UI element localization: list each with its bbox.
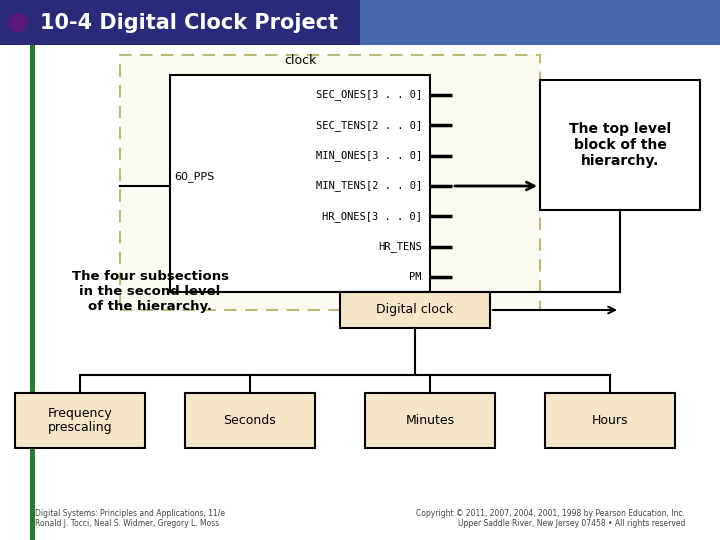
Bar [170,75,430,292]
Bar [0,0,360,45]
Bar [15,393,145,448]
Text: SEC_TENS[2 . . 0]: SEC_TENS[2 . . 0] [316,120,422,131]
Text: HR_ONES[3 . . 0]: HR_ONES[3 . . 0] [322,211,422,222]
Text: The four subsections
in the second level
of the hierarchy.: The four subsections in the second level… [71,270,228,313]
Text: Digital Systems: Principles and Applications, 11/e
Ronald J. Tocci, Neal S. Widm: Digital Systems: Principles and Applicat… [35,509,225,528]
Bar [540,80,700,210]
Text: Hours: Hours [592,414,629,427]
Text: MIN_TENS[2 . . 0]: MIN_TENS[2 . . 0] [316,180,422,192]
Text: MIN_ONES[3 . . 0]: MIN_ONES[3 . . 0] [316,150,422,161]
Bar [340,292,490,328]
Text: PM: PM [410,272,422,282]
Bar [545,393,675,448]
Bar [30,45,35,540]
Bar [360,0,720,45]
Text: clock: clock [284,54,316,67]
Text: Copyright © 2011, 2007, 2004, 2001, 1998 by Pearson Education, Inc.
Upper Saddle: Copyright © 2011, 2007, 2004, 2001, 1998… [416,509,685,528]
Text: Frequency
prescaling: Frequency prescaling [48,407,112,435]
Bar [365,393,495,448]
Text: 60_PPS: 60_PPS [174,171,215,182]
Bar [185,393,315,448]
Bar [120,55,540,310]
Text: Digital clock: Digital clock [377,303,454,316]
Text: Minutes: Minutes [405,414,454,427]
Text: 10-4 Digital Clock Project: 10-4 Digital Clock Project [40,13,338,33]
Text: SEC_ONES[3 . . 0]: SEC_ONES[3 . . 0] [316,90,422,100]
Circle shape [9,14,27,32]
Text: HR_TENS: HR_TENS [378,241,422,252]
Text: The top level
block of the
hierarchy.: The top level block of the hierarchy. [569,122,671,168]
Text: Seconds: Seconds [224,414,276,427]
